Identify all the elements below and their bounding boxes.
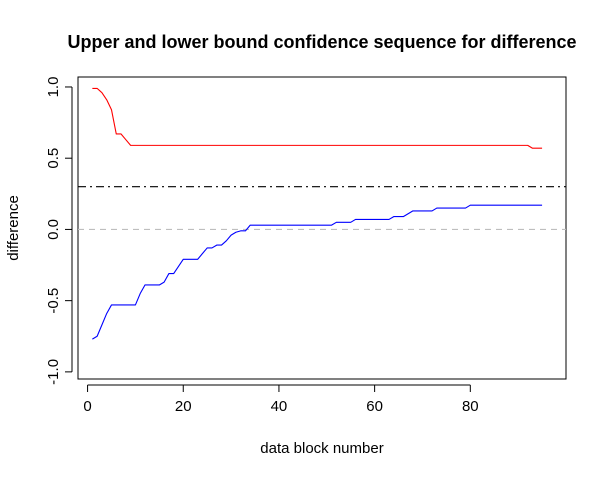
x-tick-label-1: 20 (175, 398, 192, 415)
y-tick-label-1: -0.5 (45, 288, 62, 314)
series-line-lower (92, 204, 543, 340)
x-axis: 0 20 40 60 80 (83, 384, 479, 415)
plot-box (77, 76, 567, 380)
chart-title: Upper and lower bound confidence sequenc… (67, 32, 576, 52)
x-axis-label: data block number (260, 440, 383, 457)
y-axis-label: difference (5, 195, 22, 261)
y-axis: -1.0 -0.5 0.0 0.5 1.0 (45, 77, 73, 385)
y-tick-label-2: 0.0 (45, 219, 62, 240)
y-tick-label-4: 1.0 (45, 77, 62, 98)
x-tick-label-3: 60 (366, 398, 383, 415)
x-tick-label-2: 40 (271, 398, 288, 415)
series-line-upper (92, 87, 543, 149)
x-tick-label-0: 0 (83, 398, 91, 415)
x-tick-label-4: 80 (462, 398, 479, 415)
y-tick-label-0: -1.0 (45, 359, 62, 385)
series-lines (92, 87, 543, 340)
reference-lines (78, 186, 566, 231)
y-tick-label-3: 0.5 (45, 148, 62, 169)
